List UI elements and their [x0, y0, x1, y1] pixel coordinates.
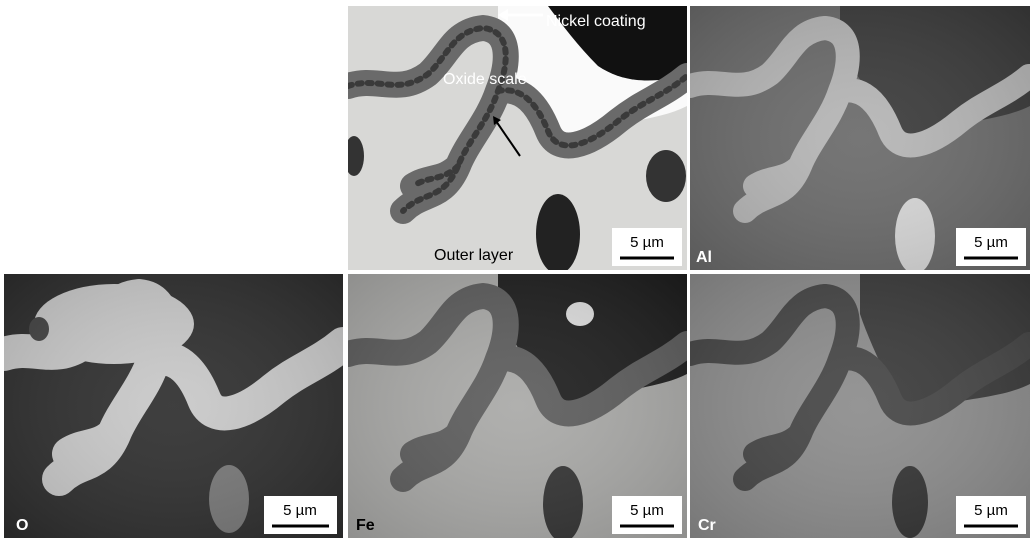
figure: Nickel coating Oxide scale Outer layer 5… [0, 0, 1033, 541]
element-label: Cr [698, 517, 716, 534]
annotation: Oxide scale [443, 71, 527, 88]
scale-bar-label: 5 µm [283, 502, 317, 519]
scale-bar-label: 5 µm [630, 502, 664, 519]
annotation: Outer layer [434, 247, 514, 264]
pore [646, 150, 686, 202]
scale-bar-label: 5 µm [974, 234, 1008, 251]
micrograph: Nickel coating Oxide scale Outer layer 5… [348, 6, 687, 270]
panel-cr: Cr 5 µm [690, 274, 1029, 538]
micrograph: O 5 µm [4, 274, 343, 538]
element-label: O [16, 517, 28, 534]
scale-bar-label: 5 µm [974, 502, 1008, 519]
element-label: Al [696, 249, 712, 266]
panel-fe: Fe 5 µm [348, 274, 687, 538]
panel-bse: Nickel coating Oxide scale Outer layer 5… [348, 6, 687, 270]
micrograph: Al 5 µm [690, 6, 1030, 270]
panel-o: O 5 µm [4, 274, 343, 538]
panel-al: Al 5 µm [690, 6, 1029, 270]
micrograph: Cr 5 µm [690, 274, 1030, 538]
annotation: Nickel coating [546, 13, 646, 30]
micrograph: Fe 5 µm [348, 274, 687, 538]
scale-bar-label: 5 µm [630, 234, 664, 251]
element-label: Fe [356, 517, 375, 534]
